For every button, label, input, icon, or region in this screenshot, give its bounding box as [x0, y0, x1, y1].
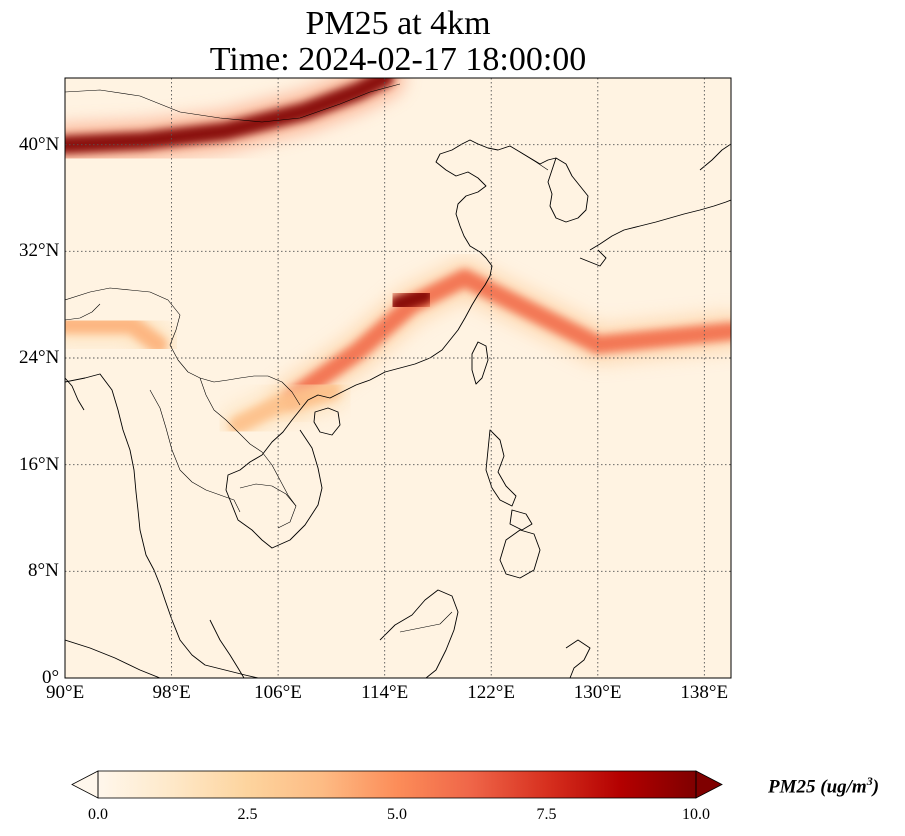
lon-tick-label: 106°E	[254, 682, 302, 703]
lat-tick-label: 0°	[42, 667, 60, 688]
coastline-indochina-east	[225, 139, 557, 549]
lon-tick-label: 122°E	[467, 682, 515, 703]
colorbar-extend-max	[695, 770, 723, 799]
coastline-japan	[589, 199, 731, 251]
map-area	[64, 77, 732, 679]
border-myanmar-china	[65, 287, 229, 383]
border-thailand	[149, 389, 241, 513]
colorbar-tick-label: 0.0	[88, 806, 108, 823]
lon-tick-label: 138°E	[680, 682, 729, 703]
colorbar-label: PM25 (ug/m3)	[768, 774, 879, 798]
coastline-sumatra	[65, 639, 161, 678]
border-china-vietnam	[227, 375, 301, 406]
lat-tick-label: 32°N	[19, 240, 60, 262]
border-cambodia	[239, 483, 297, 529]
coastline-mainland	[65, 373, 259, 678]
graticule	[65, 78, 731, 678]
border-malaysia-borneo	[399, 611, 453, 633]
colorbar	[71, 770, 723, 799]
border-mongolia	[65, 83, 401, 123]
coastline-mindanao	[499, 529, 541, 579]
colorbar-label-close: )	[872, 776, 880, 798]
colorbar-tick-label: 10.0	[682, 806, 710, 823]
colorbar-tick-label: 7.5	[536, 806, 557, 823]
border-india	[65, 303, 101, 321]
map-frame	[64, 77, 732, 679]
coastline-visayas	[509, 509, 533, 531]
plume-3-core	[65, 315, 168, 354]
plume-4-core	[229, 382, 341, 434]
colorbar-tick-label: 5.0	[387, 806, 407, 823]
lon-tick-label: 90°E	[46, 682, 85, 703]
lon-tick-label: 98°E	[152, 682, 191, 703]
lat-tick-label: 40°N	[19, 133, 60, 155]
coastline-borneo	[379, 589, 459, 678]
lat-tick-label: 24°N	[19, 347, 60, 368]
plume-0-core	[65, 78, 394, 154]
lon-tick-label: 114°E	[361, 682, 409, 703]
coastline-hainan	[313, 407, 341, 436]
plume-2-core	[389, 286, 434, 314]
plume-1-core	[282, 269, 731, 407]
coastline-malay	[209, 619, 245, 678]
coastline-japan-south	[579, 249, 607, 267]
lon-tick-label: 130°E	[573, 682, 622, 703]
lat-tick-label: 16°N	[19, 453, 60, 475]
colorbar-tick-label: 2.5	[237, 806, 258, 823]
border-north-korea	[519, 151, 549, 171]
map-background	[65, 78, 731, 678]
border-layer	[65, 83, 549, 633]
map-time-subtitle: Time: 2024-02-17 18:00:00	[209, 41, 587, 78]
pm25-concentration-field	[65, 78, 731, 444]
coastline-japan-north	[699, 143, 731, 171]
coastline-luzon	[485, 429, 517, 507]
map-title: PM25 at 4km	[305, 5, 491, 42]
colorbar-gradient	[98, 771, 696, 798]
lat-tick-label: 8°N	[28, 560, 59, 582]
colorbar-label-exponent: 3	[866, 774, 873, 788]
colorbar-label-text: PM25 (ug/m	[768, 776, 867, 798]
coastline-layer	[65, 139, 731, 678]
coastline-bay-of-bengal	[65, 377, 85, 411]
colorbar-extend-min	[71, 770, 99, 799]
border-laos	[199, 377, 297, 507]
colorbar-frame	[97, 770, 697, 799]
coastline-korea	[547, 157, 589, 223]
coastline-taiwan	[471, 341, 489, 385]
coastline-sulawesi	[565, 639, 591, 678]
